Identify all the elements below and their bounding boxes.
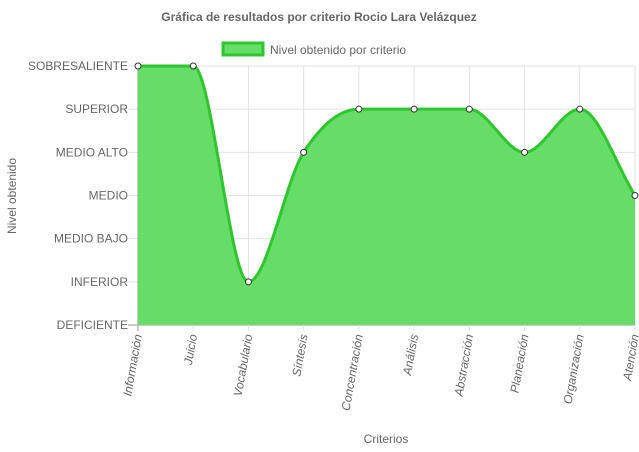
series-points <box>134 62 639 286</box>
series-fill <box>138 66 635 325</box>
chart-title: Gráfica de resultados por criterio Rocio… <box>161 10 476 24</box>
x-tick-label: Vocabulario <box>231 333 256 398</box>
data-point[interactable] <box>300 148 308 156</box>
x-tick-label: Análisis <box>400 333 421 377</box>
x-axis-title: Criterios <box>364 432 409 446</box>
y-tick-label: MEDIO <box>89 189 128 203</box>
y-tick-label: INFERIOR <box>71 275 129 289</box>
x-axis-ticks: Información Juicio Vocabulario Síntesis Conc… <box>120 333 639 412</box>
x-tick-label: Juicio <box>181 333 200 367</box>
legend[interactable]: Nivel obtenido por criterio <box>221 41 406 57</box>
y-axis-ticks: DEFICIENTE INFERIOR MEDIO BAJO MEDIO MEDIO A… <box>28 59 128 332</box>
data-point[interactable] <box>410 105 418 113</box>
x-tick-label: Planeación <box>507 333 531 394</box>
series-area <box>138 64 637 325</box>
data-point[interactable] <box>631 192 639 199</box>
data-point[interactable] <box>521 148 529 156</box>
y-tick-label: MEDIO BAJO <box>54 232 128 246</box>
x-tick-label: Concentración <box>339 333 366 412</box>
y-tick-label: DEFICIENTE <box>57 318 128 332</box>
legend-swatch <box>221 41 265 57</box>
x-tick-label: Atención <box>620 333 639 383</box>
x-tick-label: Información <box>120 333 145 397</box>
y-tick-label: MEDIO ALTO <box>56 145 128 159</box>
data-point[interactable] <box>134 62 142 70</box>
x-tick-label: Organización <box>561 333 587 405</box>
data-point[interactable] <box>576 105 584 113</box>
data-point[interactable] <box>244 278 252 286</box>
data-point[interactable] <box>355 105 363 113</box>
data-point[interactable] <box>189 62 197 70</box>
y-axis-title: Nivel obtenido <box>5 158 19 234</box>
x-tick-label: Abstracción <box>451 333 476 398</box>
x-tick-label: Síntesis <box>289 333 310 377</box>
y-tick-label: SOBRESALIENTE <box>28 59 128 73</box>
data-point[interactable] <box>465 105 473 113</box>
y-tick-label: SUPERIOR <box>65 102 128 116</box>
legend-label: Nivel obtenido por criterio <box>270 43 406 57</box>
